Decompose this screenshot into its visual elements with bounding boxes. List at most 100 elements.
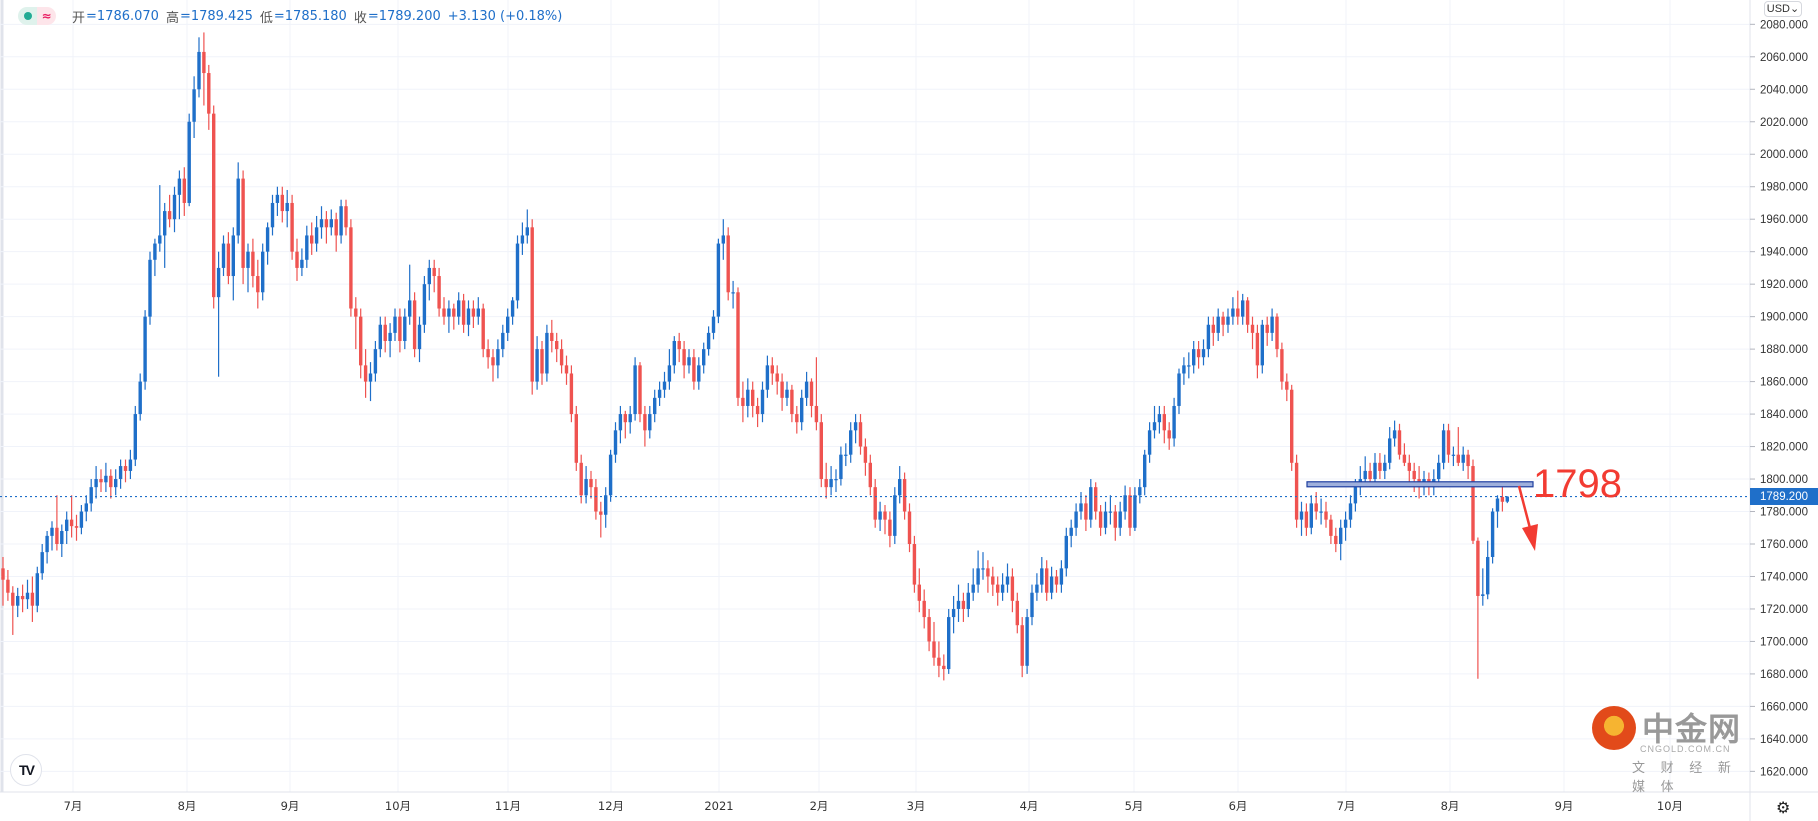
candle-body (447, 308, 451, 317)
candle-body (452, 308, 456, 317)
candle (1084, 495, 1088, 532)
candle (221, 235, 226, 277)
settings-gear-icon[interactable]: ⚙ (1776, 800, 1791, 817)
candle-body (104, 475, 108, 483)
candle-body (893, 495, 897, 536)
candle-body (123, 466, 128, 471)
candle (290, 194, 294, 260)
candle (143, 310, 147, 390)
candle (16, 587, 20, 618)
price-tick-label: 2020.000 (1760, 117, 1808, 129)
candle-body (1138, 487, 1142, 496)
candle-body (849, 430, 853, 455)
candle (1221, 311, 1225, 337)
candle-body (594, 487, 598, 512)
candle (89, 479, 93, 512)
candle-body (883, 511, 887, 520)
candle-body (1035, 584, 1039, 593)
candle-body (1069, 527, 1073, 536)
resistance-level-box[interactable] (1306, 481, 1534, 488)
candle (1451, 446, 1456, 467)
candle-body (329, 219, 333, 228)
candle-body (403, 316, 407, 341)
candle (202, 32, 206, 106)
candle (506, 308, 510, 341)
candle-body (6, 579, 10, 593)
candle (261, 243, 265, 301)
candle (1348, 495, 1353, 528)
price-axis[interactable]: 2080.000 2060.000 2040.000 2020.000 2000.000… (1750, 19, 1808, 778)
candle-body (212, 113, 216, 298)
candle-body (197, 51, 201, 90)
time-axis[interactable]: 7月 8月 9月 10月 11月 12月 2021 2月 3月 4月 5月 6月 7月 8月 9月 10月 (64, 799, 1683, 813)
candle (942, 654, 946, 681)
candle-body (662, 381, 667, 390)
candle-body (564, 365, 569, 374)
candle-body (755, 405, 760, 415)
candle (1196, 341, 1201, 369)
time-tick-label: 6月 (1229, 799, 1248, 813)
candle (11, 586, 15, 635)
candle (1138, 479, 1142, 504)
candle (1290, 384, 1294, 471)
candle (368, 362, 373, 402)
candle (917, 568, 921, 613)
change-value: +3.130 (+0.18%) (447, 8, 563, 24)
candle (1358, 466, 1362, 496)
close-label: 收 (353, 10, 367, 26)
candle (104, 462, 108, 493)
candle-body (672, 341, 676, 366)
candle (226, 232, 231, 285)
candle (1319, 498, 1323, 525)
candle-body (868, 462, 872, 488)
candle (1000, 573, 1005, 601)
tradingview-logo[interactable]: TV (10, 754, 42, 786)
candle (814, 357, 819, 431)
candle-body (961, 600, 966, 609)
candle (1108, 495, 1113, 525)
open-value: =1786.070 (86, 8, 159, 24)
candle-body (550, 332, 554, 341)
price-tick-label: 1940.000 (1760, 247, 1808, 259)
high-value: =1789.425 (179, 8, 253, 24)
candle-body (1143, 454, 1147, 488)
candle (1045, 560, 1049, 601)
candle-body (653, 397, 657, 415)
price-tick-label: 1800.000 (1760, 474, 1808, 486)
candle (667, 349, 672, 390)
candle-body (1329, 519, 1333, 536)
currency-button[interactable]: USD⌄ (1764, 1, 1802, 17)
candle-body (951, 608, 956, 618)
candle (716, 238, 721, 324)
candle (648, 405, 652, 439)
legend-status-pill[interactable]: ≈ (18, 7, 56, 25)
time-tick-label: 9月 (1555, 799, 1574, 813)
candle (1143, 449, 1147, 496)
candle (643, 405, 647, 447)
candle (40, 544, 44, 580)
candle-body (69, 519, 74, 527)
candle (1098, 505, 1103, 536)
candle (971, 568, 975, 601)
candle-body (1402, 454, 1407, 463)
open-label: 开 (72, 10, 86, 26)
candle-body (148, 259, 152, 317)
candle (1, 556, 5, 606)
candle (569, 365, 574, 423)
candle (1324, 501, 1328, 528)
candle-body (559, 349, 564, 366)
candle-body (60, 531, 64, 544)
candle-body (1495, 498, 1500, 512)
candle (1010, 568, 1015, 613)
candle (123, 459, 128, 483)
candle (780, 373, 784, 411)
candle (388, 323, 392, 358)
candle-body (280, 194, 284, 212)
candle-body (290, 202, 294, 252)
candle-body (677, 341, 681, 350)
candle-body (971, 584, 975, 593)
candle (295, 238, 299, 281)
price-tick-label: 1980.000 (1760, 182, 1808, 194)
candle (1064, 527, 1068, 577)
